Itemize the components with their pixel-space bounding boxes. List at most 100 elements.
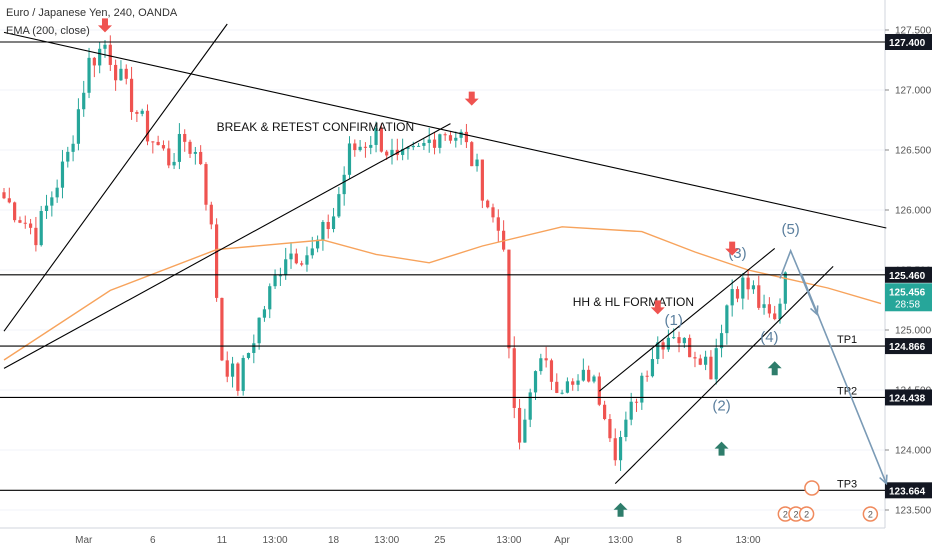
candle-body: [672, 337, 676, 339]
time-tick-label: 13:00: [374, 535, 399, 546]
candle-body: [746, 277, 750, 290]
wave-label: (2): [712, 397, 730, 414]
trendline: [614, 266, 834, 484]
time-tick-label: 13:00: [496, 535, 521, 546]
candle-body: [23, 222, 27, 224]
candle-body: [613, 438, 617, 461]
current-price-label: 125.456: [889, 287, 926, 298]
candle-body: [7, 198, 11, 203]
candle-body: [252, 343, 256, 353]
candle-body: [544, 358, 548, 361]
candle-body: [539, 358, 543, 372]
candle-body: [225, 360, 229, 377]
candle-body: [60, 161, 65, 188]
candle-body: [523, 419, 527, 443]
candle-body: [103, 44, 107, 49]
candle-body: [71, 143, 75, 152]
projection-arrowhead: [879, 474, 888, 486]
candle-body: [257, 317, 261, 344]
candle-body: [560, 392, 564, 394]
price-level-tag-label: 123.664: [889, 486, 926, 497]
candle-body: [294, 253, 298, 264]
take-profit-label: TP1: [837, 334, 857, 346]
sell-arrow-icon: [650, 300, 665, 315]
candle-body: [129, 78, 134, 113]
candle-body: [87, 57, 91, 93]
candle-body: [533, 371, 538, 393]
candle-body: [2, 192, 6, 199]
ema-200-line: [3, 226, 882, 361]
candle-body: [475, 159, 479, 167]
wave-label: (1): [665, 312, 683, 329]
candle-body: [571, 381, 575, 385]
price-level-tag: [885, 266, 932, 283]
candle-body: [167, 148, 171, 166]
candle-body: [262, 309, 267, 318]
candle-body: [358, 146, 362, 151]
candle-body: [448, 135, 453, 141]
candle-body: [454, 137, 458, 141]
current-price-tag: [885, 283, 932, 312]
candle-body: [496, 217, 500, 231]
time-tick-label: Mar: [75, 535, 93, 546]
candle-body: [401, 149, 405, 155]
candle-body: [215, 224, 219, 298]
candle-body: [618, 437, 623, 461]
candle-body: [188, 141, 192, 154]
time-tick-label: 13:00: [736, 535, 761, 546]
trendline: [3, 123, 451, 369]
time-tick-label: 13:00: [263, 535, 288, 546]
candle-body: [629, 401, 633, 420]
candle-body: [486, 200, 490, 208]
candle-body: [236, 363, 240, 391]
candle-body: [310, 248, 314, 256]
economic-event-icon: [804, 480, 820, 496]
candle-body: [379, 127, 383, 152]
price-tick-label: 126.000: [895, 206, 932, 217]
candle-body: [438, 134, 442, 148]
trendline: [598, 247, 776, 392]
candle-body: [693, 357, 697, 359]
candle-body: [581, 369, 585, 381]
chart-annotation: BREAK & RETEST CONFIRMATION: [217, 120, 415, 134]
candle-body: [507, 249, 511, 349]
candle-body: [555, 381, 559, 393]
candle-body: [193, 151, 197, 154]
candle-body: [13, 202, 17, 221]
candle-body: [427, 139, 431, 143]
candle-body: [98, 48, 102, 66]
take-profit-label: TP3: [837, 478, 857, 490]
candle-body: [76, 109, 81, 144]
candle-body: [156, 141, 160, 146]
countdown-label: 28:58: [895, 299, 920, 310]
candle-body: [735, 289, 740, 299]
candle-body: [470, 142, 474, 167]
candle-body: [331, 216, 336, 230]
economic-event-icon: [862, 506, 879, 522]
candle-body: [108, 44, 112, 65]
candle-body: [300, 263, 304, 265]
candle-body: [119, 68, 123, 81]
chart-title: Euro / Japanese Yen, 240, OANDA: [6, 7, 178, 19]
projection-path: [779, 248, 888, 484]
price-level-tag-label: 124.866: [889, 342, 926, 353]
time-tick-label: 18: [328, 535, 340, 546]
candle-body: [337, 194, 341, 217]
candle-body: [682, 337, 686, 344]
candle-body: [517, 407, 522, 443]
time-tick-label: 6: [150, 535, 156, 546]
candle-body: [220, 297, 224, 361]
candle-body: [326, 221, 330, 230]
candle-body: [411, 145, 415, 148]
candle-body: [528, 392, 532, 420]
candle-body: [278, 275, 282, 277]
candle-body: [284, 259, 288, 276]
candle-body: [39, 210, 43, 246]
candle-body: [353, 143, 357, 151]
candle-body: [741, 277, 745, 299]
candle-body: [114, 64, 118, 81]
candle-body: [704, 356, 708, 365]
candle-body: [92, 57, 96, 66]
